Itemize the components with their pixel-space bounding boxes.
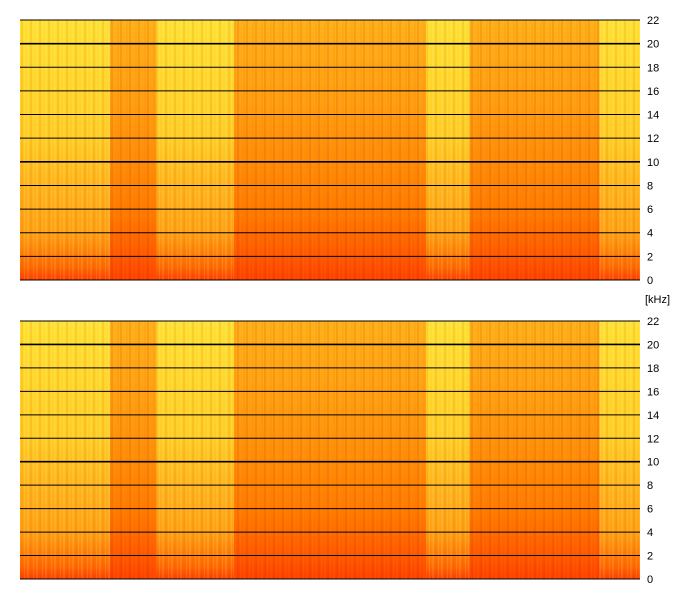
band-texture-6 <box>469 20 600 280</box>
band-texture-1 <box>20 20 110 280</box>
band-texture-5 <box>426 20 470 280</box>
y-tick-label-20: 20 <box>647 39 659 51</box>
band-texture-7 <box>599 20 640 280</box>
y-tick-label-12: 12 <box>647 433 659 445</box>
y-tick-label-14: 14 <box>647 410 659 422</box>
band-texture-3 <box>156 20 234 280</box>
y-unit-label: [kHz] <box>645 294 671 306</box>
band-texture-5 <box>426 321 470 579</box>
y-tick-label-8: 8 <box>647 480 653 492</box>
y-tick-label-4: 4 <box>647 228 653 240</box>
spectrogram-panel-1: 0 2 4 6 8 10 12 14 16 18 20 22 <box>20 15 659 287</box>
band-texture-4 <box>233 20 427 280</box>
y-tick-label-16: 16 <box>647 386 659 398</box>
y-tick-label-4: 4 <box>647 527 653 539</box>
y-tick-label-2: 2 <box>647 551 653 563</box>
y-tick-label-22: 22 <box>647 316 659 328</box>
y-tick-label-10: 10 <box>647 157 659 169</box>
y-tick-label-0: 0 <box>647 275 653 287</box>
y-tick-label-14: 14 <box>647 110 659 122</box>
y-tick-label-18: 18 <box>647 62 659 74</box>
y-tick-label-8: 8 <box>647 180 653 192</box>
y-tick-label-6: 6 <box>647 204 653 216</box>
y-tick-label-18: 18 <box>647 363 659 375</box>
y-tick-label-0: 0 <box>647 574 653 586</box>
y-tick-label-12: 12 <box>647 133 659 145</box>
band-texture-3 <box>156 321 234 579</box>
y-tick-label-16: 16 <box>647 86 659 98</box>
band-texture-7 <box>599 321 640 579</box>
y-tick-label-22: 22 <box>647 15 659 27</box>
band-texture-2 <box>109 20 157 280</box>
y-tick-label-6: 6 <box>647 504 653 516</box>
band-texture-2 <box>109 321 157 579</box>
band-texture-6 <box>469 321 600 579</box>
y-tick-label-20: 20 <box>647 339 659 351</box>
band-texture-1 <box>20 321 110 579</box>
band-texture-4 <box>233 321 427 579</box>
spectrogram-panel-2: 0 2 4 6 8 10 12 14 16 18 20 22 <box>20 316 659 586</box>
y-tick-label-10: 10 <box>647 457 659 469</box>
y-tick-label-2: 2 <box>647 251 653 263</box>
